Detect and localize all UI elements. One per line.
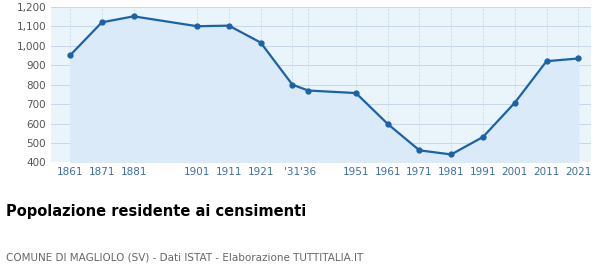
Text: COMUNE DI MAGLIOLO (SV) - Dati ISTAT - Elaborazione TUTTITALIA.IT: COMUNE DI MAGLIOLO (SV) - Dati ISTAT - E… [6,252,363,262]
Text: Popolazione residente ai censimenti: Popolazione residente ai censimenti [6,204,306,220]
